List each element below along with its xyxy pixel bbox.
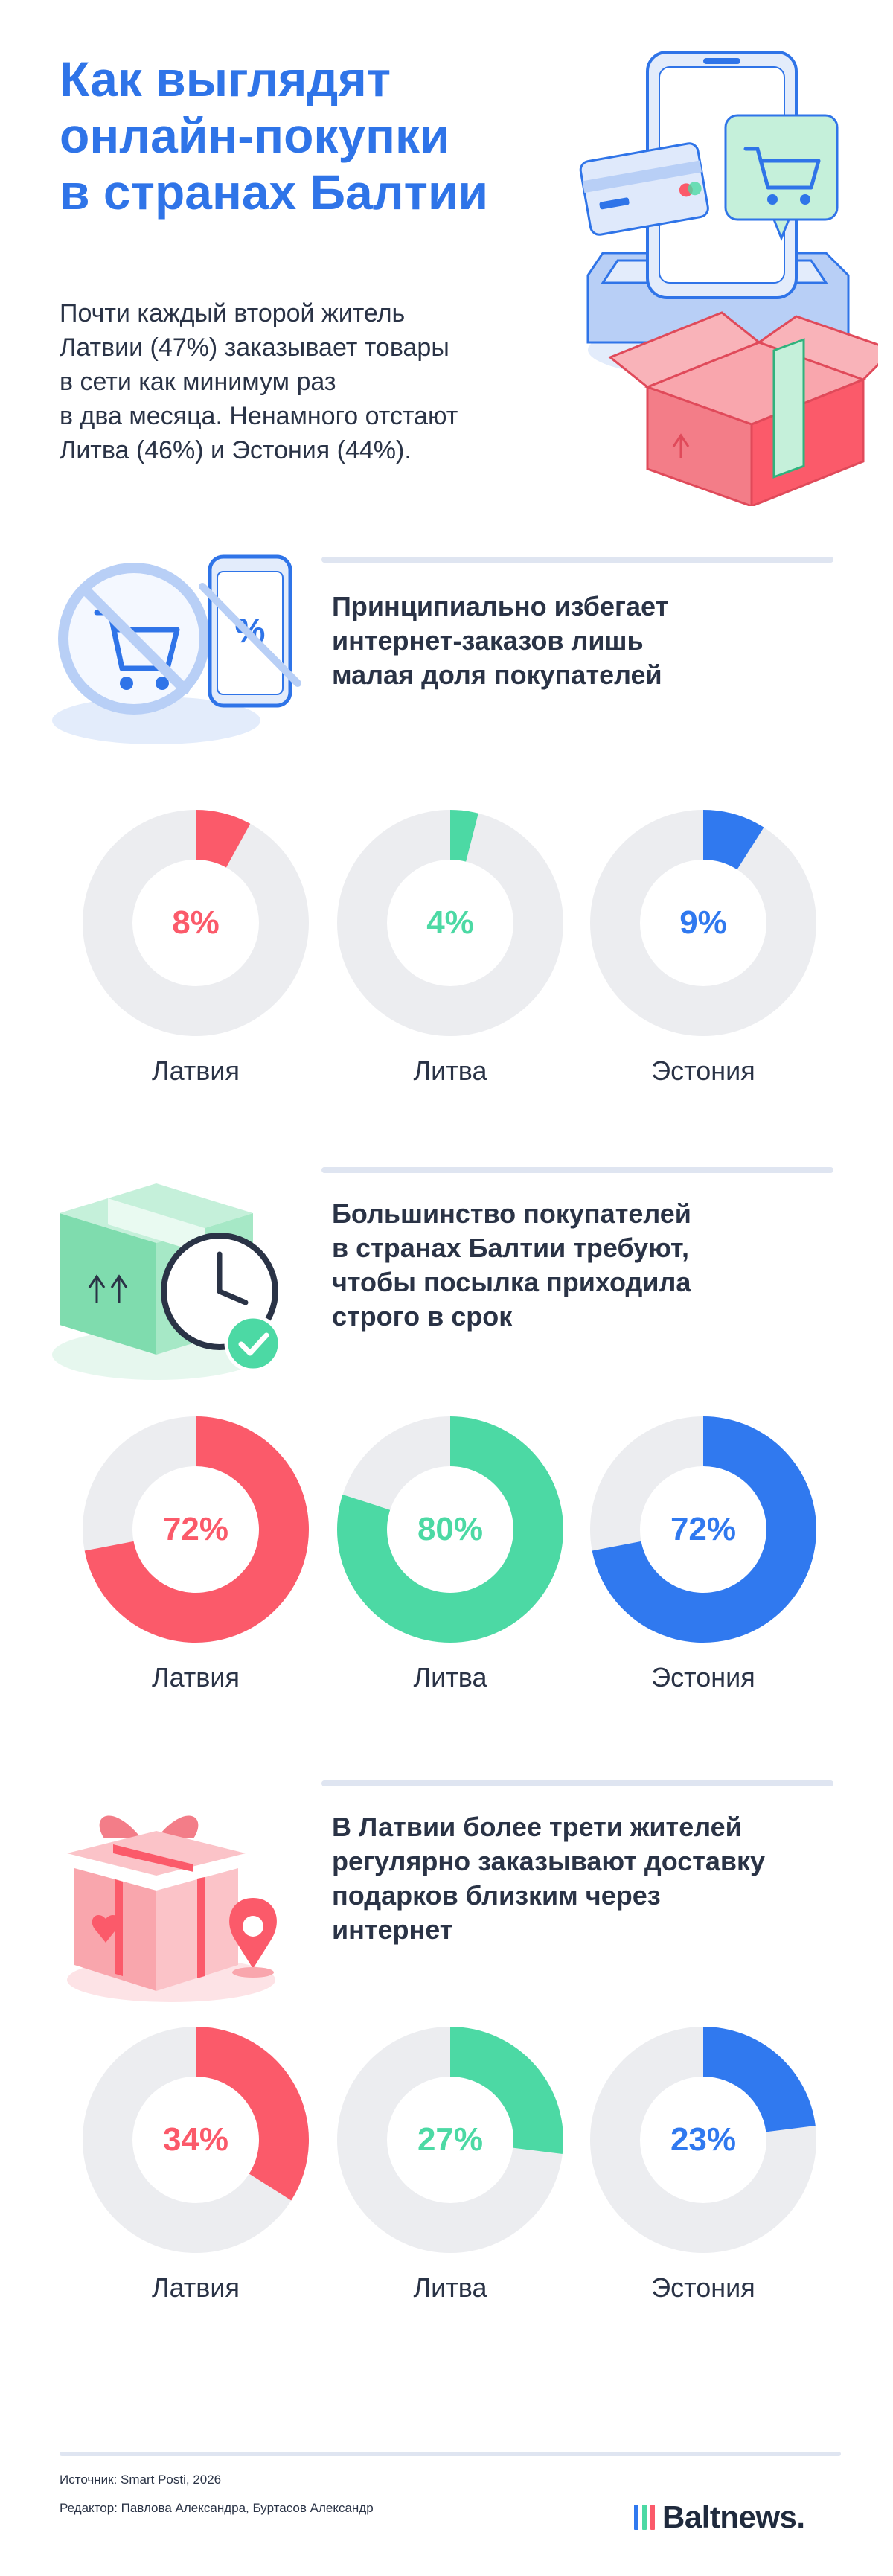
donut-estonia: 9% [588, 808, 819, 1038]
lead-line: Латвии (47%) заказывает товары [60, 333, 449, 362]
section-text-line: интернет [332, 1914, 453, 1945]
donut-latvia: 72% [80, 1414, 311, 1645]
donut-value-label: 8% [172, 904, 220, 941]
country-label: Литва [413, 2272, 487, 2303]
gift-location-icon [67, 1815, 277, 2002]
lead-line: Почти каждый второй житель [60, 299, 406, 327]
country-label: Латвия [151, 1055, 240, 1086]
section-text-line: В Латвии более трети жителей [332, 1812, 742, 1842]
country-label: Эстония [651, 2272, 755, 2303]
donut-value-label: 23% [670, 2121, 737, 2158]
country-label: Латвия [151, 2272, 240, 2303]
donut-svg [590, 810, 816, 1036]
logo-bar [650, 2505, 655, 2530]
donut-lithuania: 4% [335, 808, 566, 1038]
donut-svg [337, 810, 563, 1036]
country-label: Литва [413, 1662, 487, 1693]
donut-lithuania: 27% [335, 2024, 566, 2255]
lead-line: в два месяца. Ненамного отстают [60, 402, 458, 430]
donut-segment-lithuania [337, 1416, 563, 1643]
donut-value-label: 34% [162, 2121, 229, 2158]
country-label: Латвия [151, 1662, 240, 1693]
donut-estonia: 23% [588, 2024, 819, 2255]
country-label: Литва [413, 1055, 487, 1086]
section-text-line: в странах Балтии требуют, [332, 1233, 689, 1263]
section-divider [321, 1167, 833, 1173]
section-text: В Латвии более трети жителей регулярно з… [332, 1810, 853, 1947]
title-line: Как выглядят [60, 51, 391, 106]
donut-svg [83, 2027, 309, 2253]
donut-segment-latvia [196, 2027, 309, 2201]
lead-paragraph: Почти каждый второй житель Латвии (47%) … [60, 296, 595, 467]
logo-bars-icon [634, 2505, 655, 2530]
donut-segment-lithuania [450, 810, 478, 862]
section-text-line: строго в срок [332, 1301, 513, 1332]
country-label: Эстония [651, 1055, 755, 1086]
online-shopping-illustration-icon [579, 51, 878, 506]
donut-svg [83, 1416, 310, 1643]
donut-segment-estonia [703, 810, 764, 870]
donut-segment-latvia [196, 810, 251, 868]
section-text-line: подарков близким через [332, 1880, 661, 1911]
section-divider [321, 557, 833, 563]
lead-line: в сети как минимум раз [60, 368, 336, 396]
section-text: Принципиально избегает интернет-заказов … [332, 589, 853, 692]
section-text-line: малая доля покупателей [332, 659, 662, 690]
donut-value-label: 4% [426, 904, 474, 941]
donut-segment-estonia [703, 2027, 816, 2132]
donut-svg [590, 2027, 816, 2253]
donut-latvia: 8% [80, 808, 311, 1038]
donut-value-label: 27% [417, 2121, 484, 2158]
donut-svg [83, 810, 309, 1036]
donut-estonia: 72% [588, 1414, 819, 1645]
section-text-line: регулярно заказывают доставку [332, 1846, 766, 1876]
donut-segment-lithuania [450, 2027, 563, 2155]
no-shopping-cart-icon: % [52, 554, 301, 744]
donut-svg [337, 2027, 563, 2253]
editor-note: Редактор: Павлова Александра, Буртасов А… [60, 2501, 374, 2515]
donut-lithuania: 80% [335, 1414, 566, 1645]
country-label: Эстония [651, 1662, 755, 1693]
donut-segment-estonia [592, 1416, 816, 1643]
logo-bar [642, 2505, 647, 2530]
donut-svg [337, 1416, 563, 1643]
logo-bar [634, 2505, 638, 2530]
baltnews-logo: Baltnews. [634, 2499, 805, 2536]
donut-value-label: 72% [670, 1511, 737, 1547]
logo-text: Baltnews. [662, 2499, 805, 2534]
source-note: Источник: Smart Posti, 2026 [60, 2473, 222, 2487]
title-line: в странах Балтии [60, 164, 489, 220]
section-text-line: интернет-заказов лишь [332, 625, 644, 656]
title-line: онлайн-покупки [60, 108, 450, 163]
footer-divider [60, 2452, 841, 2456]
section-divider [321, 1780, 833, 1786]
section-text-line: Большинство покупателей [332, 1198, 691, 1229]
donut-value-label: 9% [679, 904, 727, 941]
donut-segment-latvia [84, 1416, 310, 1643]
section-text: Большинство покупателей в странах Балтии… [332, 1197, 853, 1334]
section-text-line: чтобы посылка приходила [332, 1267, 691, 1297]
delivery-box-clock-icon [52, 1183, 282, 1380]
donut-value-label: 80% [417, 1511, 484, 1547]
donut-svg [590, 1416, 816, 1643]
page-title: Как выглядят онлайн-покупки в странах Ба… [60, 51, 566, 220]
lead-line: Литва (46%) и Эстония (44%). [60, 436, 412, 464]
section-text-line: Принципиально избегает [332, 591, 669, 621]
donut-latvia: 34% [80, 2024, 311, 2255]
donut-value-label: 72% [162, 1511, 229, 1547]
